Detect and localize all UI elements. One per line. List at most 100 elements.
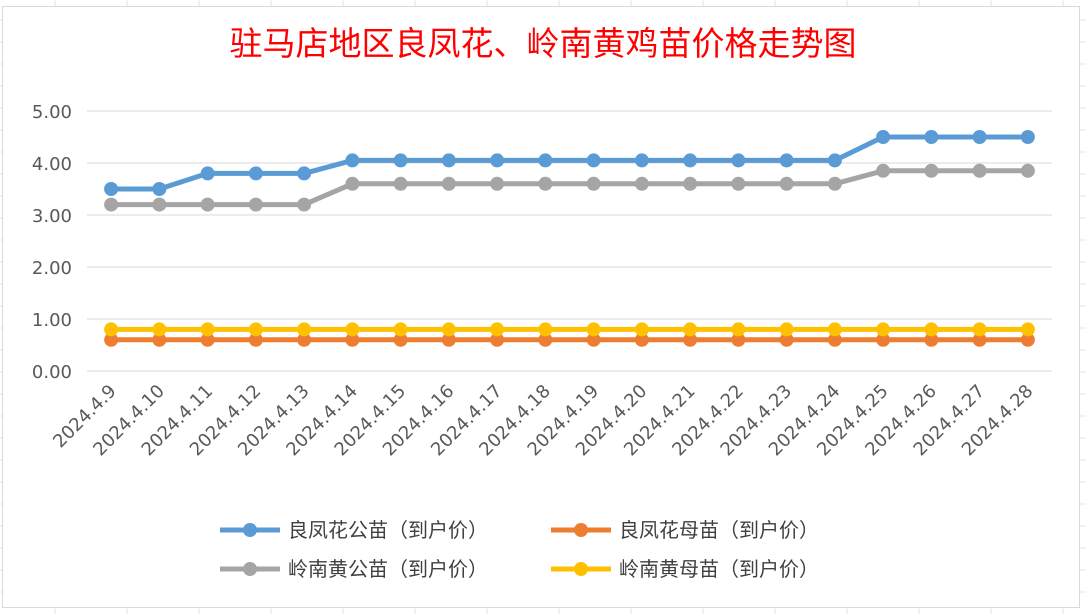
data-point bbox=[104, 322, 119, 337]
data-point bbox=[586, 153, 601, 168]
chart-area[interactable] bbox=[2, 6, 1080, 608]
data-point bbox=[972, 332, 987, 347]
data-point bbox=[1020, 130, 1035, 144]
data-point bbox=[634, 176, 649, 191]
legend-marker bbox=[243, 523, 257, 537]
data-point bbox=[827, 153, 842, 168]
data-point bbox=[490, 153, 505, 168]
series-2 bbox=[104, 332, 1035, 347]
data-point bbox=[683, 322, 698, 337]
data-point bbox=[248, 332, 263, 347]
data-point bbox=[441, 332, 456, 347]
data-point bbox=[297, 322, 312, 337]
data-point bbox=[972, 322, 987, 337]
data-point bbox=[538, 322, 553, 337]
data-point bbox=[152, 182, 167, 196]
data-point bbox=[1020, 163, 1035, 178]
y-tick-label: 1.00 bbox=[32, 310, 72, 331]
legend-label: 良凤花公苗（到户价） bbox=[288, 518, 488, 542]
y-tick-label: 0.00 bbox=[32, 362, 72, 383]
series-3 bbox=[104, 163, 1035, 212]
legend-marker bbox=[574, 523, 588, 537]
legend-item: 岭南黄母苗（到户价） bbox=[551, 557, 819, 581]
data-point bbox=[683, 153, 698, 168]
data-point bbox=[876, 163, 891, 178]
series-line bbox=[111, 134, 1028, 192]
data-point bbox=[683, 332, 698, 347]
data-point bbox=[152, 322, 167, 337]
data-point bbox=[490, 176, 505, 191]
data-point bbox=[634, 153, 649, 168]
data-point bbox=[200, 322, 215, 337]
data-point bbox=[297, 166, 312, 181]
data-point bbox=[200, 197, 215, 212]
series-4 bbox=[104, 322, 1035, 337]
data-point bbox=[248, 322, 263, 337]
data-point bbox=[200, 166, 215, 181]
data-point bbox=[731, 322, 746, 337]
data-point bbox=[876, 322, 891, 337]
legend-label: 岭南黄公苗（到户价） bbox=[288, 557, 488, 581]
data-point bbox=[200, 332, 215, 347]
data-point bbox=[393, 332, 408, 347]
data-point bbox=[441, 153, 456, 168]
data-point bbox=[490, 332, 505, 347]
data-point bbox=[393, 176, 408, 191]
data-point bbox=[490, 322, 505, 337]
data-point bbox=[104, 332, 119, 347]
data-point bbox=[104, 197, 119, 212]
data-point bbox=[876, 332, 891, 347]
data-point bbox=[731, 176, 746, 191]
data-point bbox=[683, 176, 698, 191]
gridlines bbox=[87, 110, 1052, 372]
y-tick-label: 5.00 bbox=[32, 102, 72, 123]
series-1 bbox=[104, 130, 1035, 196]
x-axis-tick-labels: 2024.4.92024.4.102024.4.112024.4.122024.… bbox=[49, 381, 1037, 461]
data-point bbox=[634, 322, 649, 337]
data-point bbox=[441, 322, 456, 337]
data-point bbox=[538, 332, 553, 347]
data-point bbox=[972, 163, 987, 178]
legend-label: 良凤花母苗（到户价） bbox=[619, 518, 819, 542]
data-point bbox=[586, 176, 601, 191]
data-point bbox=[538, 153, 553, 168]
data-point bbox=[297, 197, 312, 212]
data-point bbox=[297, 332, 312, 347]
data-point bbox=[924, 163, 939, 178]
y-axis-tick-labels: 0.00 1.00 2.00 3.00 4.00 5.00 bbox=[32, 102, 72, 383]
data-point bbox=[972, 130, 987, 144]
data-point bbox=[731, 332, 746, 347]
data-point bbox=[827, 332, 842, 347]
data-point bbox=[827, 176, 842, 191]
series-line bbox=[111, 168, 1028, 208]
data-point bbox=[152, 332, 167, 347]
legend-marker bbox=[574, 562, 588, 576]
legend-item: 良凤花母苗（到户价） bbox=[551, 518, 819, 542]
legend-marker bbox=[243, 562, 257, 576]
y-tick-label: 3.00 bbox=[32, 206, 72, 227]
data-point bbox=[779, 332, 794, 347]
chart-title: 驻马店地区良凤花、岭南黄鸡苗价格走势图 bbox=[229, 24, 857, 63]
data-point bbox=[345, 176, 360, 191]
data-point bbox=[393, 322, 408, 337]
data-point bbox=[731, 153, 746, 168]
data-point bbox=[345, 332, 360, 347]
data-point bbox=[586, 322, 601, 337]
data-point bbox=[1020, 332, 1035, 347]
data-point bbox=[441, 176, 456, 191]
data-point bbox=[779, 153, 794, 168]
legend-item: 良凤花公苗（到户价） bbox=[220, 518, 488, 542]
legend-item: 岭南黄公苗（到户价） bbox=[220, 557, 488, 581]
data-point bbox=[634, 332, 649, 347]
data-point bbox=[152, 197, 167, 212]
data-point bbox=[393, 153, 408, 168]
data-point bbox=[248, 197, 263, 212]
data-point bbox=[345, 153, 360, 168]
data-point bbox=[924, 332, 939, 347]
data-point bbox=[827, 322, 842, 337]
y-tick-label: 2.00 bbox=[32, 258, 72, 279]
data-point bbox=[538, 176, 553, 191]
y-tick-label: 4.00 bbox=[32, 154, 72, 175]
data-point bbox=[779, 176, 794, 191]
